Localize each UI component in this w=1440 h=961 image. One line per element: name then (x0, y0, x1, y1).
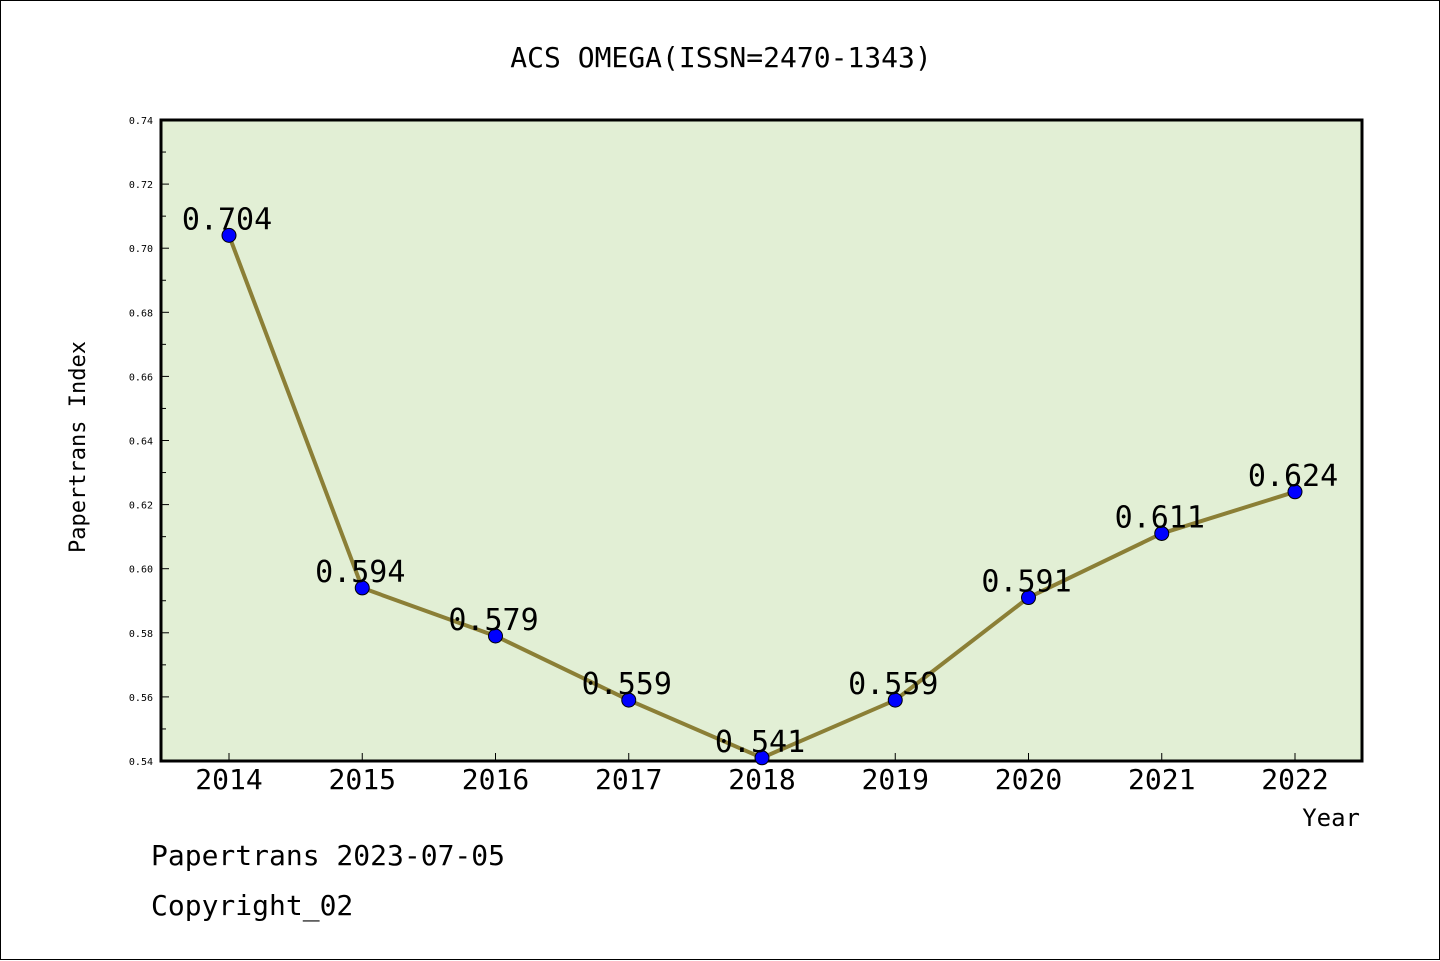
y-tick-label: 0.66 (129, 372, 153, 383)
y-tick-label: 0.70 (129, 244, 153, 255)
footer-date: Papertrans 2023-07-05 (151, 839, 505, 872)
x-tick-label: 2020 (995, 763, 1062, 796)
x-axis: 2014 2015 2016 2017 2018 2019 2020 2021 2022 (195, 753, 1329, 796)
y-tick-label: 0.56 (129, 693, 153, 704)
x-tick-label: 2021 (1128, 763, 1195, 796)
data-point (754, 750, 770, 766)
y-axis: 0.54 0.56 0.58 0.60 0.62 0.64 0.66 0.68 0.70 0.72… (129, 116, 169, 768)
data-point (1287, 484, 1303, 500)
data-point (488, 628, 503, 644)
data-label: 0.704 (182, 202, 272, 237)
x-tick-label: 2016 (462, 763, 529, 796)
data-point (621, 692, 637, 708)
data-point (1021, 590, 1036, 606)
data-label: 0.559 (848, 667, 938, 702)
data-point (887, 692, 903, 708)
data-label: 0.541 (715, 725, 805, 760)
data-label: 0.559 (582, 667, 672, 702)
data-label: 0.579 (448, 603, 538, 638)
data-point (221, 227, 237, 243)
y-tick-label: 0.62 (129, 501, 153, 512)
data-labels: 0.704 0.594 0.579 0.559 0.541 0.559 0.591 0.611… (182, 202, 1338, 759)
y-tick-label: 0.74 (129, 116, 153, 127)
chart-title: ACS OMEGA(ISSN=2470-1343) (510, 41, 931, 74)
y-tick-label: 0.60 (129, 565, 153, 576)
x-tick-label: 2014 (195, 763, 262, 796)
y-axis-label: Papertrans Index (66, 341, 91, 553)
y-tick-label: 0.72 (129, 180, 153, 191)
data-point (354, 580, 370, 596)
x-tick-label: 2017 (595, 763, 662, 796)
y-tick-label: 0.58 (129, 629, 153, 640)
x-tick-label: 2022 (1261, 763, 1328, 796)
plot-area (159, 118, 1364, 763)
data-label: 0.591 (981, 565, 1071, 600)
data-label: 0.594 (315, 555, 405, 590)
y-tick-label: 0.54 (129, 757, 153, 768)
data-label: 0.624 (1248, 459, 1338, 494)
series-layer (221, 227, 1303, 766)
x-tick-label: 2015 (329, 763, 396, 796)
data-label: 0.611 (1115, 500, 1205, 535)
data-point (1154, 525, 1170, 541)
x-tick-label: 2019 (862, 763, 929, 796)
y-tick-label: 0.68 (129, 308, 153, 319)
x-tick-label: 2018 (728, 763, 795, 796)
footer-copyright: Copyright_02 (151, 889, 353, 923)
x-axis-label: Year (1302, 804, 1360, 832)
y-tick-label: 0.64 (129, 437, 153, 448)
